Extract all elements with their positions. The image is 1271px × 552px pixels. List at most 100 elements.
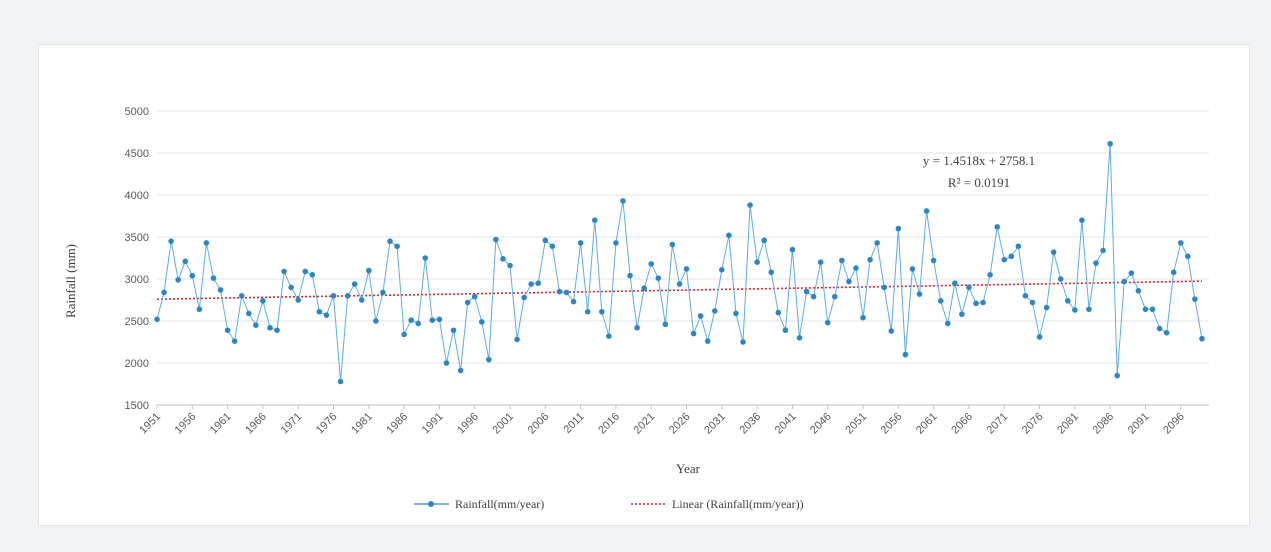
rainfall-data-point [669,241,676,248]
x-tick-label: 2056 [879,411,905,437]
rainfall-data-point [182,258,189,265]
rainfall-data-point [973,300,979,307]
rainfall-data-point [380,289,386,296]
rainfall-data-point [655,275,662,281]
rainfall-data-point [154,316,160,323]
rainfall-data-point [874,240,880,246]
rainfall-data-point [726,232,732,239]
y-tick-label: 5000 [125,106,149,118]
rainfall-data-point [302,268,309,275]
rainfall-data-point [782,327,789,334]
rainfall-data-point [824,319,831,326]
rainfall-data-point [747,202,753,208]
rainfall-data-point [309,272,316,278]
rainfall-data-point [740,339,746,345]
rainfall-data-point [987,272,993,278]
x-tick-label: 1956 [173,411,199,437]
rainfall-data-point [641,285,647,292]
x-tick-label: 1961 [208,411,234,437]
y-tick-label: 3500 [125,232,149,244]
rainfall-data-point [1163,329,1170,336]
rainfall-data-point [443,360,450,366]
rainfall-data-point [1100,247,1106,254]
rainfall-data-point [775,309,782,316]
rainfall-data-point [888,328,895,334]
rainfall-data-point [521,294,527,301]
rainfall-data-point [288,284,294,291]
rainfall-data-point [161,289,167,296]
rainfall-data-point [719,266,725,273]
rainfall-data-point [330,293,337,299]
rainfall-data-point [549,243,556,250]
rainfall-data-point [422,255,429,261]
x-tick-label: 2071 [985,411,1011,437]
rainfall-data-point [1057,276,1064,282]
rainfall-data-point [471,293,478,300]
rainfall-data-point [1107,140,1113,147]
rainfall-data-point [1050,249,1057,255]
x-tick-label: 2031 [702,411,728,437]
rainfall-data-point [245,310,252,317]
rainfall-data-point [323,312,330,318]
rainfall-data-point [1029,299,1036,306]
rainfall-data-point [500,256,506,262]
rainfall-data-point [916,291,923,297]
rainfall-data-point [1043,304,1050,311]
rainfall-data-point [387,238,393,244]
x-tick-label: 2021 [632,411,658,437]
rainfall-data-point [1015,243,1022,250]
rainfall-data-point [676,281,683,287]
rainfall-data-point [415,320,422,327]
rainfall-data-point [514,336,520,343]
rainfall-data-point [295,297,302,303]
rainfall-data-point [528,281,534,287]
x-tick-label: 1986 [384,411,410,437]
x-tick-label: 2036 [737,411,763,437]
rainfall-data-point [1185,253,1191,260]
rainfall-data-point [662,321,669,328]
rainfall-data-point [493,236,499,243]
rainfall-data-point [373,318,379,324]
x-axis-title: Year [676,461,701,476]
x-tick-label: 1996 [455,411,481,437]
rainfall-data-point [1128,270,1135,276]
rainfall-data-point [168,238,174,244]
y-tick-labels: 1500 2000 2500 3000 3500 4000 4500 5000 [125,106,149,412]
rainfall-data-point [599,308,605,315]
rainfall-data-point [846,278,852,285]
y-tick-label: 1500 [125,400,149,412]
legend-rainfall-marker [428,501,434,507]
x-tick-label: 1951 [137,411,163,437]
rainfall-data-point [1093,260,1099,266]
rainfall-data-point [570,298,577,305]
rainfall-data-point [895,225,902,232]
rainfall-data-point [768,269,775,276]
x-tick-label: 2061 [914,411,940,437]
legend-rainfall-label: Rainfall(mm/year) [455,497,544,511]
y-tick-label: 4000 [125,190,149,202]
rainfall-data-point [683,266,690,272]
rainfall-data-point [556,288,563,295]
y-axis-title: Rainfall (mm) [63,244,78,318]
rainfall-data-point [606,333,612,339]
rainfall-data-point [281,268,287,275]
rainfall-data-point [1192,296,1198,302]
rainfall-data-point [196,306,203,313]
rainfall-data-point [401,331,407,338]
rainfall-data-point [507,262,513,269]
rainfall-data-point [1036,334,1043,340]
rainfall-data-point [980,299,986,306]
rainfall-data-point [937,298,944,304]
rainfall-data-point [1072,307,1078,313]
y-tick-label: 4500 [125,148,149,160]
x-tick-label: 1991 [420,411,446,437]
rainfall-data-point [690,330,697,337]
rainfall-data-point [358,297,365,303]
rainfall-data-point [337,378,344,385]
rainfall-data-point [839,257,845,264]
rainfall-data-point [1114,372,1121,379]
rainfall-data-point [789,246,796,253]
rainfall-data-point [1177,240,1184,246]
chart-card: 1500 2000 2500 3000 3500 4000 4500 5000 1951 195… [38,44,1250,526]
legend: Rainfall(mm/year) Linear (Rainfall(mm/ye… [414,497,804,511]
